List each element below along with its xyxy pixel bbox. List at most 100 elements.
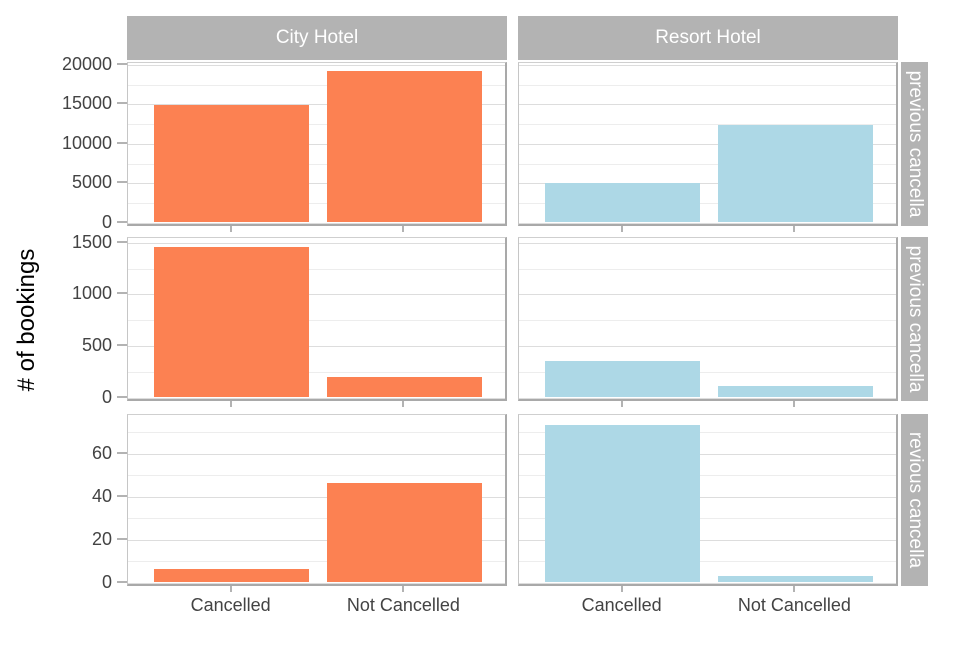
facet-strip-resort-hotel: Resort Hotel <box>518 16 898 60</box>
major-gridline <box>128 242 505 244</box>
y-tick-mark <box>117 221 127 223</box>
facet-row-strip-label: previous cancella <box>904 245 926 393</box>
facet-row-strip-2: previous cancella <box>901 237 928 401</box>
y-tick-mark <box>117 494 127 497</box>
facet-row-strip-3: revious cancella <box>901 414 928 586</box>
minor-gridline <box>519 268 896 270</box>
facet-row-strip-label: revious cancella <box>904 431 926 569</box>
facet-strip-label: City Hotel <box>275 27 359 48</box>
major-gridline <box>128 398 505 399</box>
minor-gridline <box>519 432 896 434</box>
y-tick-mark <box>117 344 127 347</box>
y-tick-mark <box>117 451 127 454</box>
major-gridline <box>128 346 505 348</box>
x-tick-mark <box>620 226 623 232</box>
x-tick-mark <box>620 586 623 592</box>
bar-cancelled <box>153 246 310 397</box>
y-tick-label: 40 <box>91 485 112 506</box>
y-tick-mark <box>117 537 127 540</box>
y-tick-label: 0 <box>101 387 112 407</box>
y-tick-mark <box>117 181 127 184</box>
y-tick-label: 15000 <box>61 93 112 114</box>
bar-not-cancelled <box>717 385 874 397</box>
facet-strip-city-hotel: City Hotel <box>127 16 507 60</box>
y-tick-label: 0 <box>101 572 112 592</box>
minor-gridline <box>519 561 896 563</box>
panel-r1-city-hotel <box>127 62 507 226</box>
major-gridline <box>128 496 505 498</box>
y-axis-title: # of bookings <box>13 248 40 392</box>
minor-gridline <box>519 124 896 126</box>
y-tick-label: 500 <box>81 335 112 356</box>
bar-cancelled <box>544 424 701 582</box>
major-gridline <box>519 453 896 455</box>
major-gridline <box>519 104 896 106</box>
x-tick-mark <box>402 586 405 592</box>
major-gridline <box>519 64 896 66</box>
x-tick-mark <box>793 226 796 232</box>
minor-gridline <box>128 432 505 434</box>
x-tick-mark <box>793 586 796 592</box>
panel-r2-city-hotel <box>127 237 507 401</box>
bar-not-cancelled <box>326 482 483 582</box>
major-gridline <box>519 143 896 145</box>
bar-cancelled <box>544 182 701 222</box>
panel-r1-resort-hotel <box>518 62 898 226</box>
y-tick-label: 10000 <box>61 132 112 153</box>
facet-strip-label: Resort Hotel <box>655 27 761 48</box>
y-tick-mark <box>117 292 127 295</box>
major-gridline <box>128 583 505 584</box>
y-tick-mark <box>117 240 127 243</box>
minor-gridline <box>519 203 896 205</box>
y-tick-label: 1500 <box>71 231 112 252</box>
minor-gridline <box>128 475 505 477</box>
major-gridline <box>128 183 505 185</box>
bar-not-cancelled <box>326 377 483 397</box>
facet-row-strip-1: previous cancella <box>901 62 928 226</box>
major-gridline <box>128 223 505 224</box>
y-tick-mark <box>117 396 127 398</box>
major-gridline <box>128 64 505 66</box>
panel-r3-city-hotel <box>127 414 507 586</box>
y-tick-label: 1000 <box>71 283 112 304</box>
minor-gridline <box>128 320 505 322</box>
major-gridline <box>519 539 896 541</box>
major-gridline <box>519 583 896 584</box>
y-tick-mark <box>117 141 127 144</box>
major-gridline <box>519 398 896 399</box>
minor-gridline <box>519 518 896 520</box>
x-axis-label-not-cancelled: Not Cancelled <box>346 595 460 615</box>
bar-cancelled <box>544 360 701 397</box>
minor-gridline <box>128 163 505 165</box>
x-tick-mark <box>620 401 623 407</box>
minor-gridline <box>519 372 896 374</box>
y-tick-mark <box>117 102 127 105</box>
y-tick-label: 5000 <box>71 172 112 193</box>
y-tick-mark <box>117 62 127 65</box>
minor-gridline <box>128 268 505 270</box>
bar-not-cancelled <box>326 71 483 222</box>
facet-row-strip-label: previous cancella <box>904 70 926 218</box>
x-tick-mark <box>793 401 796 407</box>
major-gridline <box>519 294 896 296</box>
major-gridline <box>128 539 505 541</box>
y-tick-mark <box>117 581 127 583</box>
y-tick-label: 60 <box>91 442 112 463</box>
bar-cancelled <box>153 105 310 222</box>
x-tick-mark <box>402 401 405 407</box>
major-gridline <box>128 143 505 145</box>
major-gridline <box>519 346 896 348</box>
major-gridline <box>519 183 896 185</box>
major-gridline <box>519 223 896 224</box>
minor-gridline <box>128 124 505 126</box>
x-tick-mark <box>402 226 405 232</box>
major-gridline <box>128 104 505 106</box>
major-gridline <box>519 242 896 244</box>
y-tick-label: 20000 <box>61 53 112 74</box>
y-tick-label: 0 <box>101 212 112 232</box>
minor-gridline <box>128 518 505 520</box>
y-tick-label: 20 <box>91 528 112 549</box>
major-gridline <box>128 453 505 455</box>
panel-r3-resort-hotel <box>518 414 898 586</box>
